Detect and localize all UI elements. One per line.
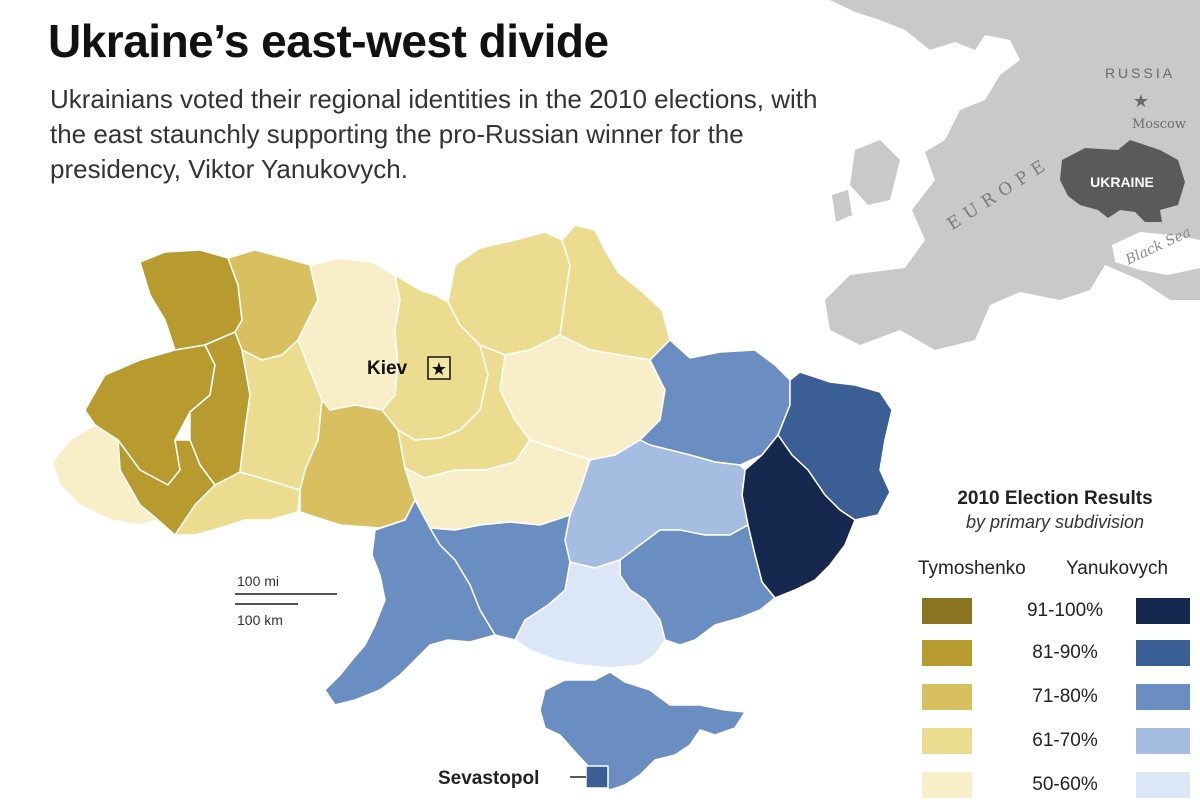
legend-title: 2010 Election Results bbox=[957, 488, 1153, 509]
region-sumy bbox=[559, 224, 671, 361]
map-annotations: Kiev ★ Sevastopol 100 mi 100 km bbox=[235, 356, 586, 789]
sevastopol-label: Sevastopol bbox=[438, 768, 539, 789]
region-crimea bbox=[539, 671, 746, 791]
kiev-label: Kiev bbox=[367, 358, 408, 379]
legend-swatch-tymoshenko bbox=[922, 684, 972, 710]
legend-subtitle: by primary subdivision bbox=[965, 512, 1145, 532]
legend-swatch-tymoshenko bbox=[922, 598, 972, 624]
inset-russia-label: RUSSIA bbox=[1105, 65, 1175, 81]
legend-swatch-yanukovych bbox=[1136, 598, 1190, 624]
legend-range-label: 71-80% bbox=[1032, 686, 1098, 707]
page-title: Ukraine’s east-west divide bbox=[48, 15, 609, 67]
legend-swatch-tymoshenko bbox=[922, 772, 972, 798]
inset-ukraine-label: UKRAINE bbox=[1090, 174, 1154, 190]
europe-inset: UKRAINE RUSSIA ★ Moscow EUROPE Black Sea bbox=[825, 0, 1200, 350]
legend-row: 50-60% bbox=[910, 772, 1200, 802]
scale-mi-label: 100 mi bbox=[237, 573, 279, 589]
legend-header-tymoshenko: Tymoshenko bbox=[918, 558, 1026, 579]
legend-range-label: 81-90% bbox=[1032, 642, 1098, 663]
region-chernivtsi bbox=[174, 471, 301, 536]
legend-swatch-tymoshenko bbox=[922, 728, 972, 754]
legend-swatch-yanukovych bbox=[1136, 640, 1190, 666]
moscow-star-icon: ★ bbox=[1133, 91, 1149, 111]
legend-row: 61-70% bbox=[910, 728, 1200, 758]
legend-swatch-yanukovych bbox=[1136, 684, 1190, 710]
legend-swatch-yanukovych bbox=[1136, 772, 1190, 798]
kiev-marker-box bbox=[427, 356, 451, 380]
region-zakarpattia bbox=[51, 424, 159, 526]
inset-island bbox=[850, 140, 900, 205]
region-kharkiv bbox=[639, 339, 791, 466]
inset-moscow-label: Moscow bbox=[1132, 117, 1186, 132]
legend-range-label: 50-60% bbox=[1032, 774, 1098, 795]
legend-swatch-yanukovych bbox=[1136, 728, 1190, 754]
legend-row: 81-90% bbox=[910, 640, 1200, 670]
legend-range-label: 61-70% bbox=[1032, 730, 1098, 751]
legend-row: 71-80% bbox=[910, 684, 1200, 714]
legend-swatch-tymoshenko bbox=[922, 640, 972, 666]
region-odesa bbox=[324, 499, 496, 706]
region-sevastopol bbox=[585, 765, 609, 789]
inset-ukraine bbox=[1060, 140, 1185, 222]
capital-star-icon: ★ bbox=[431, 359, 447, 379]
legend-range-label: 91-100% bbox=[1026, 600, 1104, 621]
inset-black-sea bbox=[1112, 232, 1200, 275]
inset-island bbox=[832, 190, 852, 222]
legend-row: 91-100% bbox=[910, 598, 1200, 628]
ukraine-map bbox=[51, 224, 893, 791]
page-subtitle: Ukrainians voted their regional identiti… bbox=[50, 84, 818, 184]
legend-header-yanukovych: Yanukovych bbox=[1066, 558, 1169, 579]
inset-landmass bbox=[825, 0, 1200, 350]
scale-km-label: 100 km bbox=[237, 612, 283, 628]
